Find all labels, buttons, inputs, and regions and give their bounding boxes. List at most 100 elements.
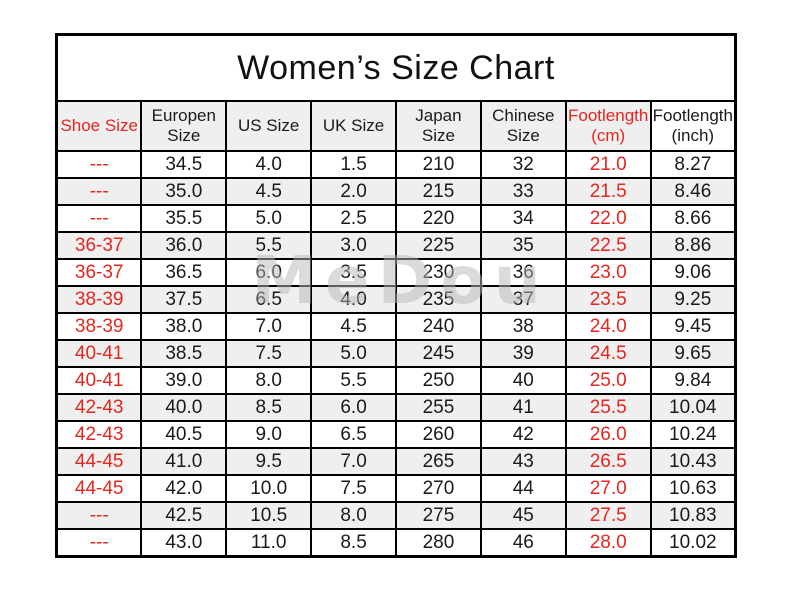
table-cell: 38 bbox=[479, 312, 567, 341]
table-cell: 8.5 bbox=[310, 528, 397, 558]
table-cell: 3.0 bbox=[310, 231, 397, 260]
table-cell: 9.25 bbox=[649, 285, 737, 314]
table-cell: 225 bbox=[395, 231, 482, 260]
table-cell: 44-45 bbox=[55, 474, 143, 503]
table-cell: 6.5 bbox=[225, 285, 313, 314]
table-cell: 8.86 bbox=[649, 231, 737, 260]
table-row: 42-43 40.5 9.0 6.5 260 42 26.0 10.24 bbox=[55, 420, 737, 449]
table-cell: 5.0 bbox=[225, 204, 313, 233]
table-cell: 6.0 bbox=[310, 393, 397, 422]
size-chart-table: Women’s Size Chart Shoe Size Europen Size… bbox=[55, 33, 737, 558]
table-cell: --- bbox=[55, 150, 143, 179]
column-header: Japan Size bbox=[395, 100, 482, 152]
table-cell: --- bbox=[55, 177, 143, 206]
table-cell: 4.0 bbox=[225, 150, 313, 179]
table-cell: 24.5 bbox=[564, 339, 652, 368]
table-row: --- 42.5 10.5 8.0 275 45 27.5 10.83 bbox=[55, 501, 737, 530]
table-cell: 2.0 bbox=[310, 177, 397, 206]
table-cell: 40-41 bbox=[55, 339, 143, 368]
table-cell: 9.84 bbox=[649, 366, 737, 395]
table-cell: 255 bbox=[395, 393, 482, 422]
table-cell: 38-39 bbox=[55, 312, 143, 341]
table-row: --- 43.0 11.0 8.5 280 46 28.0 10.02 bbox=[55, 528, 737, 558]
table-cell: 10.04 bbox=[649, 393, 737, 422]
table-cell: --- bbox=[55, 528, 143, 558]
table-cell: 8.5 bbox=[225, 393, 313, 422]
table-cell: 34 bbox=[479, 204, 567, 233]
table-cell: 210 bbox=[395, 150, 482, 179]
table-cell: 270 bbox=[395, 474, 482, 503]
table-cell: 3.5 bbox=[310, 258, 397, 287]
table-cell: 40.0 bbox=[140, 393, 228, 422]
table-cell: 230 bbox=[395, 258, 482, 287]
table-cell: 10.83 bbox=[649, 501, 737, 530]
table-cell: 10.24 bbox=[649, 420, 737, 449]
table-cell: 42-43 bbox=[55, 393, 143, 422]
table-row: 38-39 38.0 7.0 4.5 240 38 24.0 9.45 bbox=[55, 312, 737, 341]
table-row: 44-45 41.0 9.5 7.0 265 43 26.5 10.43 bbox=[55, 447, 737, 476]
table-cell: 22.0 bbox=[564, 204, 652, 233]
table-cell: 7.5 bbox=[225, 339, 313, 368]
table-cell: 46 bbox=[479, 528, 567, 558]
table-cell: 39.0 bbox=[140, 366, 228, 395]
table-cell: 40.5 bbox=[140, 420, 228, 449]
table-cell: 8.66 bbox=[649, 204, 737, 233]
table-cell: 23.0 bbox=[564, 258, 652, 287]
table-cell: 26.0 bbox=[564, 420, 652, 449]
table-cell: 32 bbox=[479, 150, 567, 179]
table-cell: 27.0 bbox=[564, 474, 652, 503]
column-header: US Size bbox=[225, 100, 313, 152]
table-cell: 10.5 bbox=[225, 501, 313, 530]
column-header: Chinese Size bbox=[479, 100, 567, 152]
column-header: UK Size bbox=[310, 100, 397, 152]
table-cell: 21.0 bbox=[564, 150, 652, 179]
table-cell: 7.0 bbox=[225, 312, 313, 341]
column-header: Footlength (inch) bbox=[649, 100, 737, 152]
column-header: Europen Size bbox=[140, 100, 228, 152]
table-cell: 33 bbox=[479, 177, 567, 206]
table-cell: 10.63 bbox=[649, 474, 737, 503]
title-row: Women’s Size Chart bbox=[55, 33, 737, 102]
table-cell: 8.27 bbox=[649, 150, 737, 179]
table-cell: 280 bbox=[395, 528, 482, 558]
table-row: 40-41 38.5 7.5 5.0 245 39 24.5 9.65 bbox=[55, 339, 737, 368]
table-cell: 7.5 bbox=[310, 474, 397, 503]
table-cell: 37 bbox=[479, 285, 567, 314]
table-cell: 43.0 bbox=[140, 528, 228, 558]
table-cell: 38-39 bbox=[55, 285, 143, 314]
table-cell: 6.5 bbox=[310, 420, 397, 449]
table-cell: 36.0 bbox=[140, 231, 228, 260]
table-cell: 25.0 bbox=[564, 366, 652, 395]
table-cell: 36-37 bbox=[55, 258, 143, 287]
table-cell: 8.0 bbox=[225, 366, 313, 395]
table-cell: 9.0 bbox=[225, 420, 313, 449]
table-cell: 39 bbox=[479, 339, 567, 368]
table-cell: 6.0 bbox=[225, 258, 313, 287]
table-cell: 4.5 bbox=[225, 177, 313, 206]
table-cell: --- bbox=[55, 501, 143, 530]
table-row: --- 35.0 4.5 2.0 215 33 21.5 8.46 bbox=[55, 177, 737, 206]
table-cell: 9.06 bbox=[649, 258, 737, 287]
table-cell: 8.0 bbox=[310, 501, 397, 530]
table-cell: 40 bbox=[479, 366, 567, 395]
table-body: --- 34.5 4.0 1.5 210 32 21.0 8.27 --- 35.0 4.5 2.0 2… bbox=[55, 150, 737, 558]
table-cell: 21.5 bbox=[564, 177, 652, 206]
table-cell: 38.0 bbox=[140, 312, 228, 341]
table-cell: 22.5 bbox=[564, 231, 652, 260]
table-cell: 23.5 bbox=[564, 285, 652, 314]
table-cell: 43 bbox=[479, 447, 567, 476]
table-cell: --- bbox=[55, 204, 143, 233]
table-row: 42-43 40.0 8.5 6.0 255 41 25.5 10.04 bbox=[55, 393, 737, 422]
table-cell: 2.5 bbox=[310, 204, 397, 233]
table-cell: 44-45 bbox=[55, 447, 143, 476]
table-cell: 24.0 bbox=[564, 312, 652, 341]
table-cell: 8.46 bbox=[649, 177, 737, 206]
table-row: 36-37 36.5 6.0 3.5 230 36 23.0 9.06 bbox=[55, 258, 737, 287]
table-cell: 275 bbox=[395, 501, 482, 530]
table-cell: 44 bbox=[479, 474, 567, 503]
column-header: Footlength (cm) bbox=[564, 100, 652, 152]
table-cell: 27.5 bbox=[564, 501, 652, 530]
table-cell: 9.45 bbox=[649, 312, 737, 341]
table-cell: 10.43 bbox=[649, 447, 737, 476]
